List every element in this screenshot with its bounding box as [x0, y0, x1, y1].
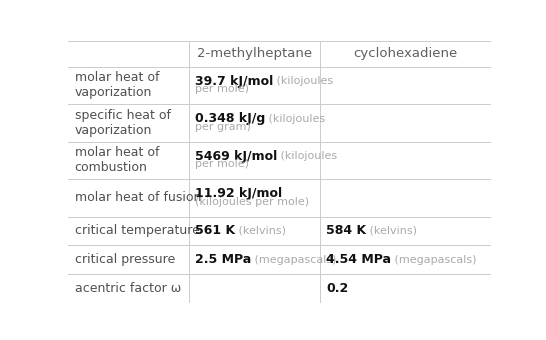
Text: critical temperature: critical temperature	[75, 224, 199, 237]
Text: 561 K: 561 K	[195, 224, 235, 237]
Text: 2-methylheptane: 2-methylheptane	[197, 47, 312, 60]
Text: 2.5 MPa: 2.5 MPa	[195, 253, 252, 266]
Text: (kilojoules: (kilojoules	[265, 114, 325, 124]
Text: 0.2: 0.2	[327, 282, 349, 295]
Text: 39.7 kJ/mol: 39.7 kJ/mol	[195, 75, 274, 88]
Text: acentric factor ω: acentric factor ω	[75, 282, 181, 295]
Text: (kilojoules: (kilojoules	[277, 151, 337, 161]
Text: 0.348 kJ/g: 0.348 kJ/g	[195, 112, 265, 125]
Text: per gram): per gram)	[195, 122, 251, 132]
Text: 584 K: 584 K	[327, 224, 366, 237]
Text: 5469 kJ/mol: 5469 kJ/mol	[195, 150, 277, 163]
Text: molar heat of
combustion: molar heat of combustion	[75, 146, 159, 174]
Text: per mole): per mole)	[195, 159, 249, 169]
Text: molar heat of fusion: molar heat of fusion	[75, 191, 201, 204]
Text: 4.54 MPa: 4.54 MPa	[327, 253, 391, 266]
Text: 11.92 kJ/mol: 11.92 kJ/mol	[195, 187, 282, 200]
Text: cyclohexadiene: cyclohexadiene	[354, 47, 458, 60]
Text: (kilojoules per mole): (kilojoules per mole)	[195, 197, 310, 207]
Text: molar heat of
vaporization: molar heat of vaporization	[75, 71, 159, 99]
Text: critical pressure: critical pressure	[75, 253, 175, 266]
Text: specific heat of
vaporization: specific heat of vaporization	[75, 109, 170, 137]
Text: (megapascals): (megapascals)	[391, 255, 477, 265]
Text: (kelvins): (kelvins)	[235, 226, 286, 236]
Text: per mole): per mole)	[195, 84, 249, 94]
Text: (kelvins): (kelvins)	[366, 226, 418, 236]
Text: (megapascals): (megapascals)	[252, 255, 337, 265]
Text: (kilojoules: (kilojoules	[274, 76, 334, 86]
